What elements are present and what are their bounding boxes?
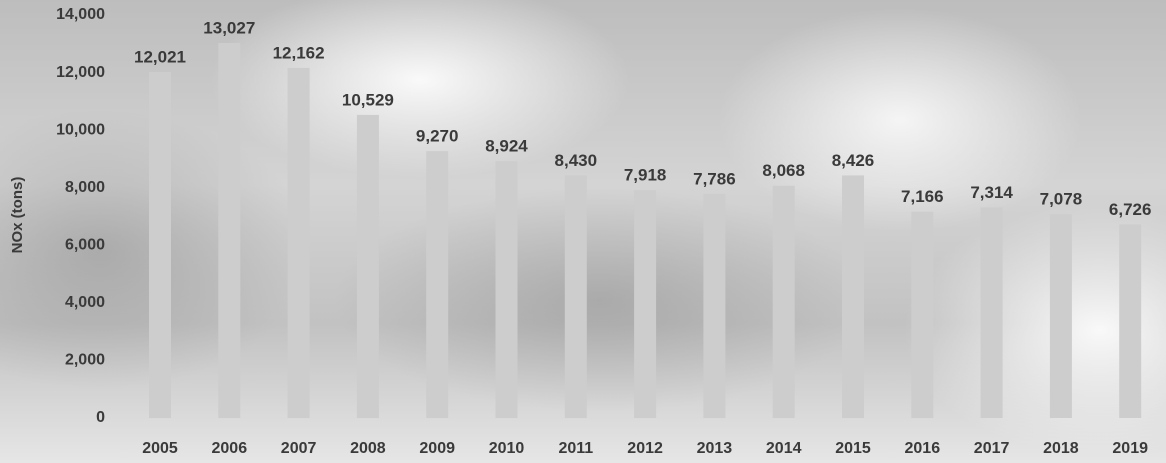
x-tick-label: 2008	[350, 440, 386, 457]
x-tick-label: 2006	[212, 440, 248, 457]
x-tick-label: 2018	[1043, 440, 1079, 457]
data-label: 6,726	[1109, 200, 1152, 219]
y-tick-label: 10,000	[56, 121, 105, 138]
y-tick-label: 0	[96, 409, 105, 426]
data-label: 10,529	[342, 90, 394, 109]
y-axis-label: NOx (tons)	[9, 177, 26, 254]
x-tick-label: 2013	[697, 440, 733, 457]
bar	[634, 190, 656, 418]
data-label: 8,068	[762, 161, 805, 180]
bar	[773, 186, 795, 418]
page: NOx (tons) 0 2,000 4,000 6,000 8,000 10,000 12…	[0, 0, 1166, 463]
y-tick-label: 8,000	[65, 179, 105, 196]
x-tick-label: 2015	[835, 440, 871, 457]
data-label: 12,021	[134, 47, 186, 66]
bar	[426, 151, 448, 418]
bar	[1050, 214, 1072, 418]
x-tick-label: 2012	[627, 440, 663, 457]
y-tick-label: 4,000	[65, 294, 105, 311]
bar	[981, 207, 1003, 418]
data-label: 8,924	[485, 137, 528, 156]
bar	[288, 68, 310, 418]
bar	[496, 161, 518, 418]
x-tick-label: 2010	[489, 440, 525, 457]
data-label: 8,426	[832, 151, 875, 170]
x-tick-label: 2011	[558, 440, 593, 457]
y-tick-label: 14,000	[56, 6, 105, 23]
data-label: 12,162	[273, 43, 325, 62]
data-label: 7,314	[970, 183, 1013, 202]
chart: NOx (tons) 0 2,000 4,000 6,000 8,000 10,000 12…	[0, 0, 1166, 463]
bar	[1119, 224, 1141, 418]
data-label: 7,918	[624, 166, 667, 185]
x-tick-label: 2019	[1112, 440, 1148, 457]
data-label: 7,078	[1040, 190, 1083, 209]
y-tick-label: 12,000	[56, 64, 105, 81]
x-tick-label: 2014	[766, 440, 802, 457]
bar	[218, 43, 240, 418]
x-tick-label: 2016	[905, 440, 941, 457]
x-tick-label: 2017	[974, 440, 1010, 457]
bar	[911, 212, 933, 418]
data-label: 7,166	[901, 187, 944, 206]
x-tick-label: 2007	[281, 440, 317, 457]
data-label: 9,270	[416, 127, 459, 146]
y-tick-label: 6,000	[65, 237, 105, 254]
bar	[842, 175, 864, 418]
data-label: 8,430	[555, 151, 598, 170]
x-tick-label: 2009	[419, 440, 455, 457]
x-tick-label: 2005	[142, 440, 178, 457]
y-tick-label: 2,000	[65, 352, 105, 369]
bar	[703, 194, 725, 418]
bar	[565, 175, 587, 418]
data-label: 13,027	[203, 18, 255, 37]
bar	[357, 115, 379, 418]
data-label: 7,786	[693, 169, 736, 188]
bar	[149, 72, 171, 418]
